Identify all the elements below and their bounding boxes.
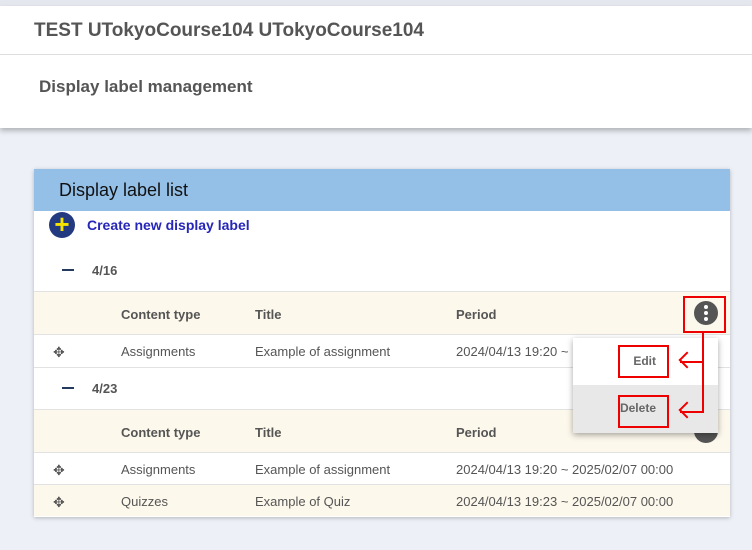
plus-icon: + [49, 211, 75, 238]
col-title: Title [255, 425, 282, 440]
annotation-line [702, 333, 704, 413]
cell-type: Assignments [121, 344, 196, 359]
cell-type: Assignments [121, 462, 196, 477]
divider [0, 54, 752, 55]
group-label: 4/23 [92, 381, 118, 396]
annotation-box [618, 395, 669, 428]
annotation-arrow [680, 361, 704, 363]
more-vert-icon[interactable] [694, 301, 718, 325]
col-period: Period [456, 425, 497, 440]
cell-title: Example of assignment [255, 344, 391, 359]
drag-handle-icon[interactable]: ✥ [53, 344, 65, 360]
display-label-list-card: Display label list + Create new display … [34, 169, 730, 517]
col-title: Title [255, 307, 282, 322]
cell-title: Example of assignment [255, 462, 391, 477]
drag-handle-icon[interactable]: ✥ [53, 462, 65, 478]
action-menu: Edit Delete [573, 338, 718, 433]
create-label-button[interactable]: + Create new display label [49, 211, 250, 238]
create-label-text: Create new display label [87, 217, 250, 233]
cell-period: 2024/04/13 19:20 ~ [456, 344, 569, 359]
menu-item-edit[interactable]: Edit [633, 354, 656, 368]
cell-type: Quizzes [121, 494, 168, 509]
cell-period: 2024/04/13 19:23 ~ 2025/02/07 00:00 [456, 494, 674, 509]
cell-period: 2024/04/13 19:20 ~ 2025/02/07 00:00 [456, 462, 674, 477]
col-period: Period [456, 307, 497, 322]
collapse-icon[interactable] [62, 269, 74, 271]
annotation-box [618, 345, 669, 378]
table-row: ✥ Assignments Example of assignment 2024… [34, 452, 730, 484]
top-strip [0, 0, 752, 6]
cell-title: Example of Quiz [255, 494, 351, 509]
collapse-icon[interactable] [62, 387, 74, 389]
table-row: ✥ Quizzes Example of Quiz 2024/04/13 19:… [34, 484, 730, 516]
group-header[interactable]: 4/16 [34, 250, 730, 290]
col-content-type: Content type [121, 425, 201, 440]
card-title: Display label list [34, 169, 730, 211]
course-title: TEST UTokyoCourse104 UTokyoCourse104 [34, 20, 424, 41]
drag-handle-icon[interactable]: ✥ [53, 494, 65, 510]
group-header[interactable]: 4/23 [34, 367, 730, 407]
page-header: TEST UTokyoCourse104 UTokyoCourse104 Dis… [0, 6, 752, 128]
group-label: 4/16 [92, 263, 118, 278]
table-header: Content type Title Period [34, 291, 730, 334]
annotation-arrow [680, 411, 704, 413]
annotation-box [683, 296, 726, 333]
col-content-type: Content type [121, 307, 201, 322]
menu-item-delete[interactable]: Delete [573, 385, 718, 433]
page-title: Display label management [39, 77, 253, 96]
